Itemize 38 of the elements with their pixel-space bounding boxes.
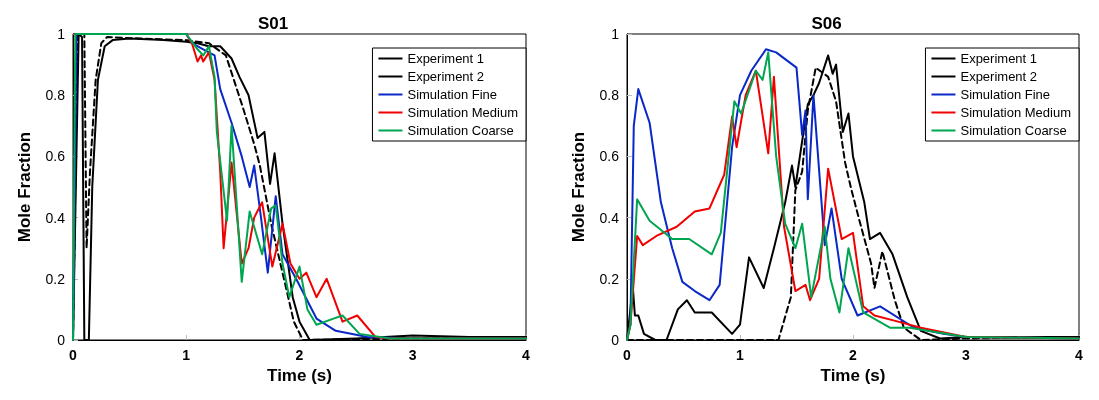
y-tick-label: 0.2: [599, 270, 620, 287]
y-axis-title: Mole Fraction: [15, 131, 34, 243]
legend-label: Simulation Fine: [407, 87, 498, 102]
x-tick-label: 0: [69, 347, 78, 363]
legend-label: Simulation Medium: [960, 105, 1071, 120]
y-tick-label: 0: [611, 332, 620, 348]
x-axis-title: Time (s): [267, 365, 332, 385]
x-tick-label: 2: [295, 347, 304, 363]
x-tick-label: 0: [623, 347, 632, 363]
x-tick-label: 2: [849, 347, 858, 363]
y-tick-label: 0.4: [599, 209, 620, 226]
legend-label: Experiment 1: [960, 51, 1038, 66]
legend-label: Simulation Medium: [407, 105, 518, 120]
y-tick-label: 0: [57, 332, 66, 348]
y-tick-label: 0.6: [45, 148, 66, 165]
y-tick-label: 0.6: [599, 148, 620, 165]
chart-title: S06: [811, 14, 842, 33]
x-axis-title: Time (s): [820, 365, 886, 385]
legend-label: Simulation Coarse: [960, 123, 1067, 138]
y-axis-title: Mole Fraction: [569, 131, 588, 243]
legend-label: Experiment 2: [960, 69, 1038, 84]
y-tick-label: 0.2: [45, 270, 66, 287]
legend-label: Simulation Fine: [960, 87, 1051, 102]
y-tick-label: 0.4: [45, 209, 66, 226]
x-tick-label: 3: [962, 347, 971, 363]
y-tick-label: 1: [57, 26, 66, 42]
y-tick-label: 0.8: [45, 87, 66, 104]
x-tick-label: 4: [1075, 347, 1084, 363]
legend-label: Experiment 2: [407, 69, 485, 84]
x-tick-label: 1: [736, 347, 745, 363]
legend-label: Experiment 1: [407, 51, 485, 66]
y-tick-label: 1: [611, 26, 620, 42]
y-tick-label: 0.8: [599, 87, 620, 104]
legend-label: Simulation Coarse: [407, 123, 514, 138]
x-tick-label: 4: [522, 347, 531, 363]
x-tick-label: 3: [408, 347, 417, 363]
chart-title: S01: [257, 14, 289, 33]
x-tick-label: 1: [182, 347, 191, 363]
